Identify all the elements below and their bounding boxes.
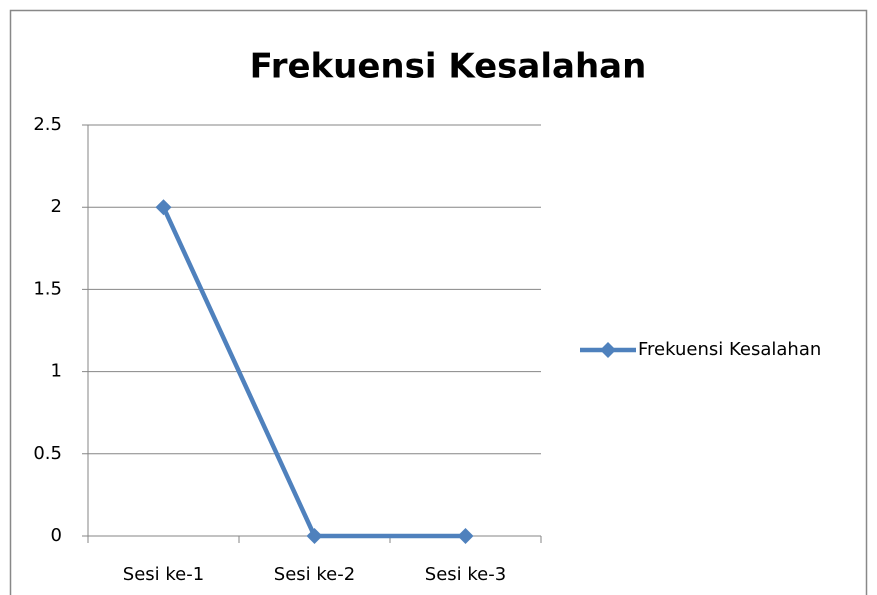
y-tick-label: 1.5: [33, 278, 62, 299]
y-tick-label: 0.5: [33, 443, 62, 464]
x-tick-label: Sesi ke-1: [123, 564, 204, 585]
legend-label: Frekuensi Kesalahan: [638, 339, 821, 360]
chart-title: Frekuensi Kesalahan: [250, 47, 647, 87]
y-tick-label: 2.5: [33, 114, 62, 135]
chart-border: [9, 9, 868, 595]
data-point: [155, 199, 172, 216]
data-point: [457, 528, 474, 544]
x-tick-label: Sesi ke-2: [274, 564, 355, 585]
x-tick-label: Sesi ke-3: [425, 564, 506, 585]
y-tick-label: 0: [51, 525, 62, 546]
legend-marker: [600, 342, 616, 358]
y-tick-label: 1: [51, 361, 62, 382]
y-tick-label: 2: [51, 196, 62, 217]
data-point: [306, 528, 323, 544]
